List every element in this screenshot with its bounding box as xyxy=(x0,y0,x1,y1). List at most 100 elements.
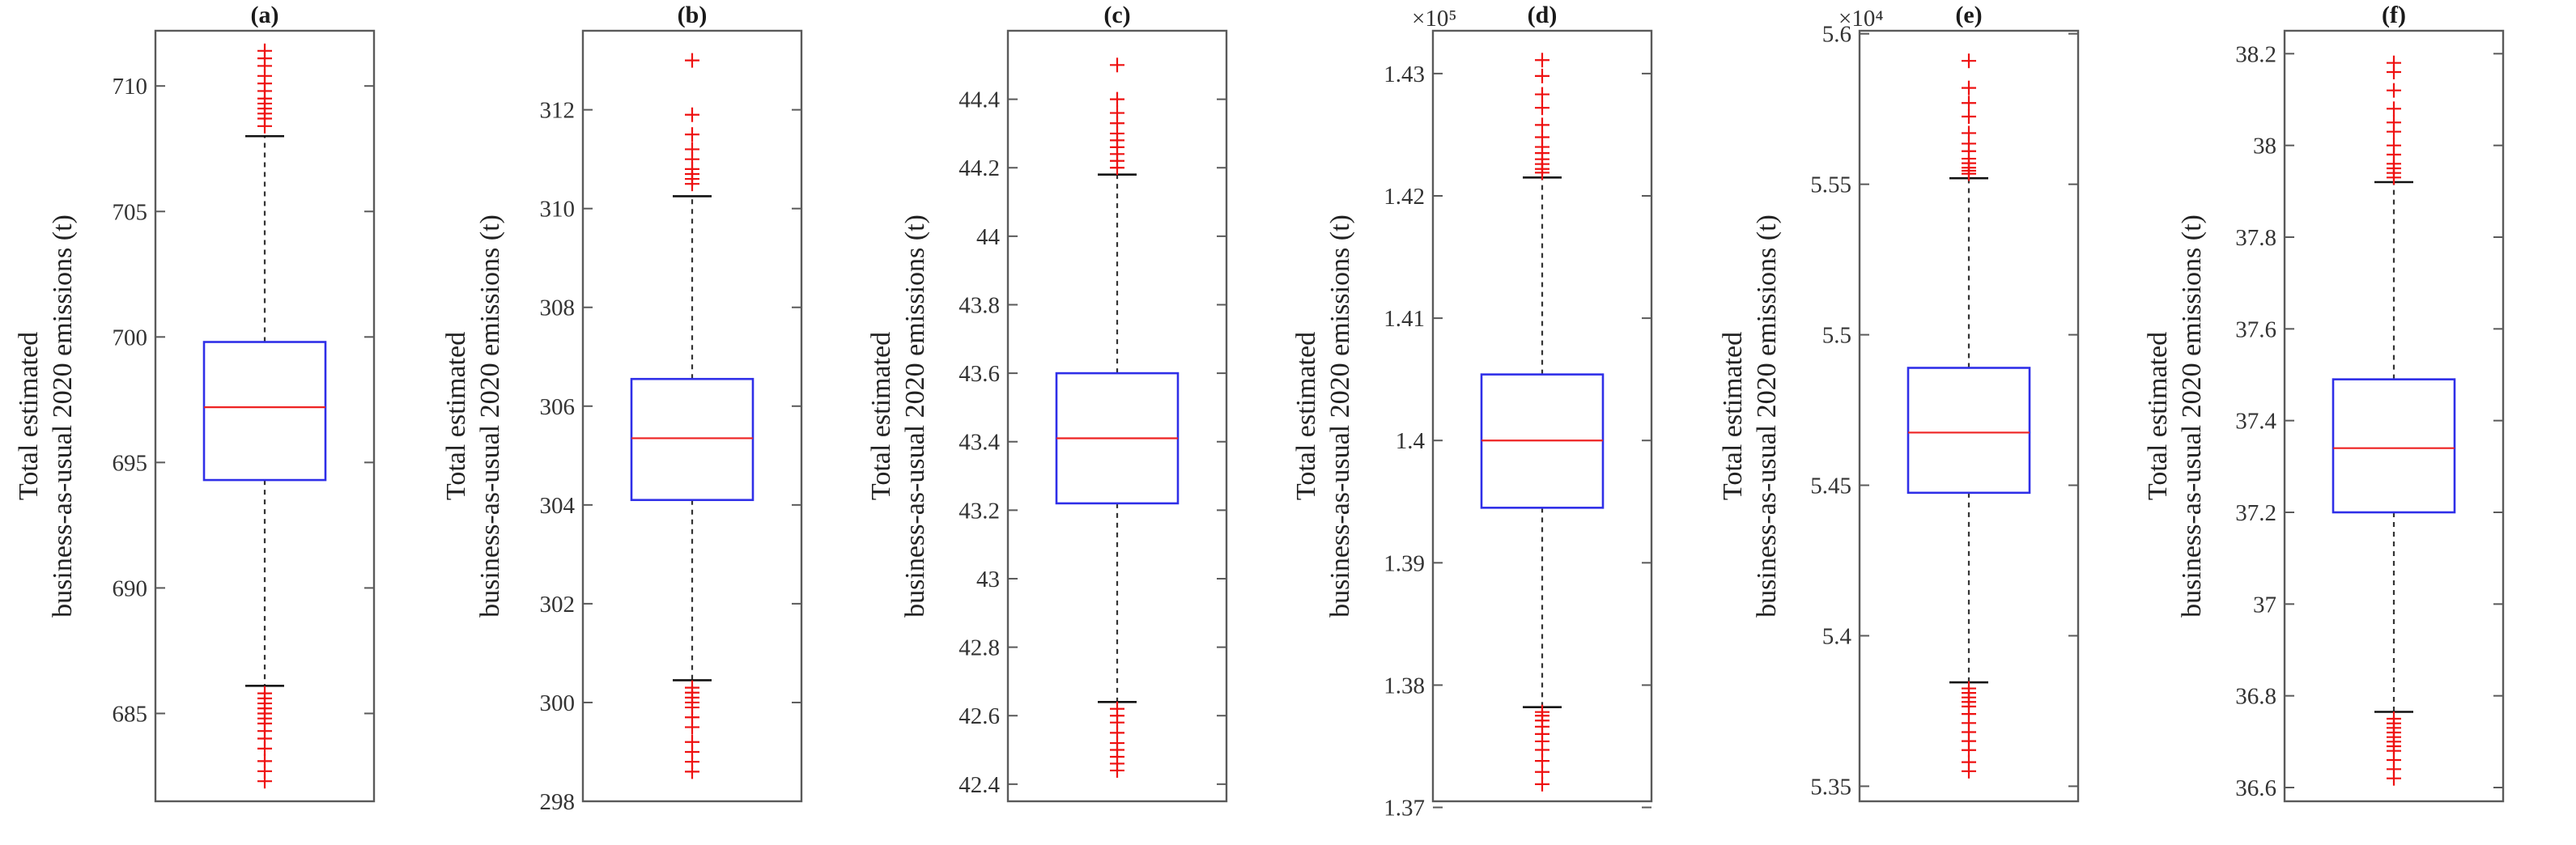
ytick-label: 1.41 xyxy=(1384,306,1425,332)
ytick-label: 36.8 xyxy=(2235,684,2276,710)
outlier-marker xyxy=(1535,53,1549,68)
ytick-label: 312 xyxy=(540,98,576,124)
ytick-label: 300 xyxy=(540,690,576,716)
outlier-marker xyxy=(685,720,699,735)
ytick-label: 1.39 xyxy=(1384,550,1425,576)
outlier-marker xyxy=(1535,68,1549,83)
ytick-label: 5.35 xyxy=(1810,774,1851,800)
ytick-label: 1.38 xyxy=(1384,673,1425,699)
outlier-marker xyxy=(1535,117,1549,133)
ytick-label: 44.4 xyxy=(959,87,1000,113)
outlier-marker xyxy=(2387,101,2401,117)
ytick-label: 43.8 xyxy=(959,292,1000,318)
ytick-label: 42.4 xyxy=(959,772,1000,798)
outlier-marker xyxy=(2387,115,2401,130)
ylabel-line1: Total estimated xyxy=(2143,332,2173,500)
ytick-label: 1.4 xyxy=(1396,428,1426,454)
ylabel: Total estimated business-as-usual 2020 em… xyxy=(1718,214,1782,618)
axes-frame xyxy=(2283,29,2505,803)
ytick-label: 1.43 xyxy=(1384,62,1425,87)
outlier-marker xyxy=(1535,87,1549,102)
panel-a: (a) 685 690 695 700 705 710 Total estimated busi… xyxy=(14,2,376,803)
ylabel: Total estimated business-as-usual 2020 em… xyxy=(1291,214,1355,618)
outlier-marker xyxy=(1535,130,1549,145)
panel-title: (f) xyxy=(2382,2,2406,28)
axes-frame xyxy=(581,29,803,803)
outlier-marker xyxy=(1535,764,1549,779)
outlier-marker xyxy=(257,43,272,58)
ytick-label: 5.6 xyxy=(1822,22,1851,48)
ytick-label: 5.45 xyxy=(1810,473,1851,499)
ylabel-line2: business-as-usual 2020 emissions (t) xyxy=(1752,214,1782,618)
ylabel: Total estimated business-as-usual 2020 em… xyxy=(441,214,505,618)
ytick-label: 43.6 xyxy=(959,361,1000,387)
ylabel-line1: Total estimated xyxy=(866,332,896,500)
ylabel: Total estimated business-as-usual 2020 em… xyxy=(866,214,930,618)
panel-title: (d) xyxy=(1528,2,1558,28)
ytick-label: 685 xyxy=(113,701,148,727)
ytick-label: 44 xyxy=(976,224,1001,250)
ylabel-line1: Total estimated xyxy=(1718,332,1748,500)
ylabel-line2: business-as-usual 2020 emissions (t) xyxy=(48,214,78,618)
panel-title: (a) xyxy=(251,2,279,28)
panel-e: (e) ×10⁴ 5.35 5.4 5.45 5.5 5.55 5.6 Total estima… xyxy=(1718,2,2080,803)
outlier-marker xyxy=(1110,91,1124,107)
panel-d: (d) ×10⁵ 1.37 1.38 1.39 1.4 1.41 1.42 1.43 Total … xyxy=(1291,2,1653,822)
outlier-marker xyxy=(1962,80,1976,96)
ytick-label: 37 xyxy=(2253,592,2276,618)
ytick-label: 700 xyxy=(113,325,148,350)
outlier-marker xyxy=(1962,763,1976,779)
panel-title: (c) xyxy=(1103,2,1130,28)
panel-b: (b) 298 300 302 304 306 308 310 312 Total estimat… xyxy=(441,2,803,815)
outlier-marker xyxy=(1110,57,1124,73)
ytick-label: 302 xyxy=(540,592,576,618)
ytick-label: 306 xyxy=(540,394,576,420)
ytick-label: 298 xyxy=(540,789,576,815)
ylabel-line2: business-as-usual 2020 emissions (t) xyxy=(2177,214,2207,618)
axes-frame xyxy=(1858,29,2080,803)
ytick-label: 38 xyxy=(2253,134,2276,159)
ytick-label: 44.2 xyxy=(959,155,1000,181)
ytick-label: 36.6 xyxy=(2235,775,2276,801)
axes-frame xyxy=(1006,29,1228,803)
ytick-label: 43.2 xyxy=(959,498,1000,524)
outlier-marker xyxy=(685,107,699,122)
ytick-label: 37.2 xyxy=(2235,500,2276,526)
iqr-box xyxy=(1906,367,2031,495)
ylabel: Total estimated business-as-usual 2020 em… xyxy=(2143,214,2207,618)
ytick-label: 304 xyxy=(540,493,576,519)
outlier-marker xyxy=(1535,100,1549,116)
axes-frame xyxy=(154,29,376,803)
outlier-marker xyxy=(685,764,699,779)
outlier-marker xyxy=(1962,108,1976,124)
ylabel-line2: business-as-usual 2020 emissions (t) xyxy=(900,214,930,618)
ytick-label: 42.8 xyxy=(959,635,1000,661)
ytick-label: 1.37 xyxy=(1384,796,1425,822)
ytick-label: 42.6 xyxy=(959,703,1000,729)
outlier-marker xyxy=(2387,771,2401,786)
iqr-box xyxy=(2332,378,2456,514)
outlier-marker xyxy=(685,53,699,68)
panel-c: (c) 42.4 42.6 42.8 43 43.2 43.4 43.6 43.8 44 44.2 4… xyxy=(866,2,1228,803)
exponent-label: ×10⁴ xyxy=(1838,6,1883,32)
ytick-label: 695 xyxy=(113,450,148,476)
ylabel-line2: business-as-usual 2020 emissions (t) xyxy=(1325,214,1355,618)
panel-f: (f) 36.6 36.8 37 37.2 37.4 37.6 37.8 38 38.2 Total… xyxy=(2143,2,2505,803)
ytick-label: 710 xyxy=(113,74,148,100)
ylabel-line1: Total estimated xyxy=(1291,332,1321,500)
outlier-marker xyxy=(1535,776,1549,792)
axes-frame xyxy=(1431,29,1653,803)
ylabel-line2: business-as-usual 2020 emissions (t) xyxy=(475,214,505,618)
outlier-marker xyxy=(257,686,272,701)
ytick-label: 705 xyxy=(113,199,148,225)
outlier-marker xyxy=(685,127,699,142)
iqr-box xyxy=(630,377,755,502)
ytick-label: 43.4 xyxy=(959,430,1000,456)
ylabel-line1: Total estimated xyxy=(441,332,471,500)
outlier-marker xyxy=(2387,55,2401,70)
outlier-marker xyxy=(1962,96,1976,111)
outlier-marker xyxy=(1110,105,1124,121)
outlier-marker xyxy=(1962,53,1976,69)
ytick-label: 310 xyxy=(540,197,576,223)
